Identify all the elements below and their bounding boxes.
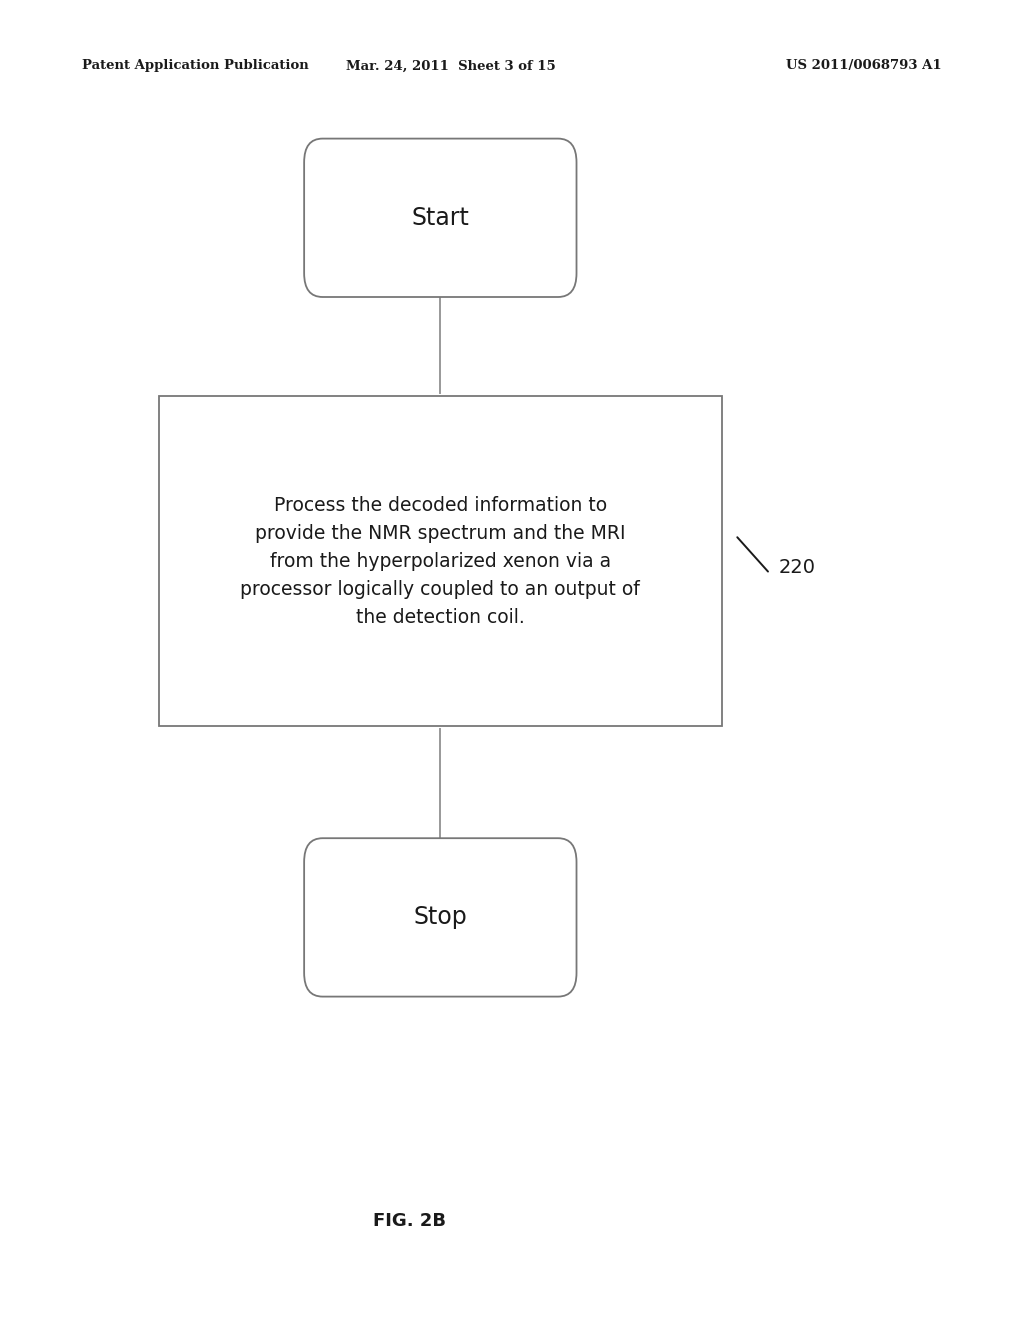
Text: Process the decoded information to
provide the NMR spectrum and the MRI
from the: Process the decoded information to provi… [241, 495, 640, 627]
Text: Mar. 24, 2011  Sheet 3 of 15: Mar. 24, 2011 Sheet 3 of 15 [346, 59, 555, 73]
Text: Patent Application Publication: Patent Application Publication [82, 59, 308, 73]
Text: FIG. 2B: FIG. 2B [373, 1212, 446, 1230]
FancyBboxPatch shape [304, 838, 577, 997]
FancyBboxPatch shape [159, 396, 722, 726]
Text: Stop: Stop [414, 906, 467, 929]
FancyBboxPatch shape [304, 139, 577, 297]
Text: US 2011/0068793 A1: US 2011/0068793 A1 [786, 59, 942, 73]
Text: Start: Start [412, 206, 469, 230]
Text: 220: 220 [778, 558, 815, 577]
